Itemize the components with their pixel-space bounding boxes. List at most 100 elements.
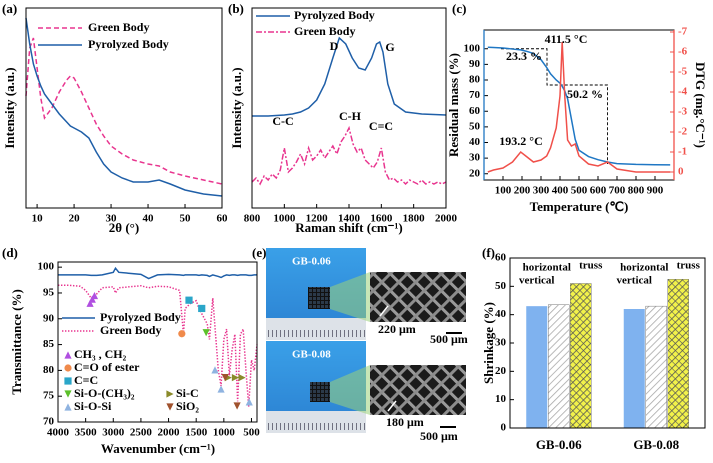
scale-label: 500 μm: [430, 332, 468, 346]
y-tick-label: 80: [469, 74, 481, 86]
annotation: D: [330, 39, 339, 53]
legend-label: Green Body: [100, 323, 161, 337]
marker-legend-label: Si-O-(CH₃)₂: [74, 386, 135, 400]
bar: [623, 309, 645, 428]
marker: [90, 291, 99, 300]
series-label: truss: [677, 260, 701, 272]
x-tick-label: 1800: [403, 213, 426, 225]
marker: [211, 366, 219, 374]
annotation: 411.5 °C: [545, 32, 588, 46]
y-tick-label: 0: [501, 422, 507, 434]
y-tick-label: 50: [469, 120, 481, 132]
bar: [526, 306, 548, 428]
panel-label: (a): [2, 1, 17, 16]
strut-arrow: [379, 305, 389, 317]
sample-cube: [308, 287, 330, 309]
x-tick-label: 1000: [213, 427, 236, 439]
sample-photo: GB-0.06 220 μm 500 μm: [266, 248, 468, 346]
x-tick-label: 800: [244, 213, 261, 225]
annotation: 193.2 °C: [499, 134, 542, 148]
caption-bg: [370, 322, 466, 340]
y2-axis-label: DTG (mg.°C⁻¹): [693, 62, 708, 148]
marker: [185, 296, 193, 304]
x-tick-label: 2500: [130, 427, 153, 439]
sample-photo: GB-0.08 180 μm 500 μm: [266, 341, 466, 443]
x-tick-label: 900: [647, 185, 664, 197]
marker: [198, 304, 206, 313]
legend-label: Green Body: [88, 20, 149, 34]
series-label: truss: [579, 260, 603, 272]
annotation: 23.3 %: [506, 49, 542, 63]
panel-label: (c): [452, 1, 466, 16]
marker-legend-label: Si-C: [176, 386, 199, 400]
bar: [645, 305, 667, 429]
panel-label: (b): [228, 1, 244, 16]
x-tick-label: 40: [143, 213, 155, 225]
x-tick-label: 2000: [158, 427, 181, 439]
marker: [64, 377, 72, 385]
x-tick-label: 30: [106, 213, 118, 225]
series-line: [487, 41, 671, 173]
y-axis-label: Residual mass (%): [446, 53, 461, 157]
zoom-wedge: [330, 272, 370, 322]
plot-frame: [509, 257, 706, 429]
x-tick-label: GB-0.08: [633, 437, 679, 452]
x-axis-label: Wavenumber (cm⁻¹): [101, 441, 215, 456]
y2-tick-label: -2: [678, 126, 688, 138]
x-tick-label: 200: [514, 185, 531, 197]
x-tick-label: 4000: [47, 427, 70, 439]
guide-lines: [501, 48, 608, 164]
y2-tick-label: -6: [678, 46, 688, 58]
bar: [548, 304, 570, 429]
annotation: C-H: [339, 109, 362, 123]
y-axis-label: Shrinkage (%): [481, 302, 496, 384]
marker: [245, 398, 253, 406]
marker: [86, 299, 94, 307]
y2-tick-label: -1: [678, 146, 687, 158]
series-label: vertical: [617, 275, 652, 287]
y-tick-label: 100: [38, 261, 55, 273]
annotation: G: [385, 40, 394, 54]
y-tick-label: 30: [469, 152, 481, 164]
marker-legend-label: CH₃ , CH₂: [74, 347, 127, 361]
x-tick-label: 600: [590, 185, 607, 197]
series-label: horizontal: [523, 262, 571, 274]
marker: [238, 374, 246, 382]
series-label: horizontal: [620, 262, 668, 274]
strut-size: 180 μm: [386, 415, 424, 429]
sample-name: GB-0.06: [292, 256, 331, 268]
ruler: [266, 318, 366, 340]
scale-label: 500 μm: [420, 429, 458, 443]
sample-name: GB-0.08: [292, 349, 331, 361]
series-label: vertical: [519, 275, 554, 287]
x-tick-label: 20: [69, 213, 81, 225]
y2-tick-label: -7: [678, 26, 688, 38]
photo-panel: (e) GB-0.06 220 μm 500 μm GB-0.08 180 μm: [252, 245, 468, 443]
marker: [64, 403, 72, 411]
x-tick-label: 300: [533, 185, 550, 197]
legend-label: Green Body: [294, 24, 355, 38]
x-tick-label: 500: [571, 185, 588, 197]
y-tick-label: 85: [43, 338, 55, 350]
marker: [64, 364, 72, 372]
marker: [166, 390, 174, 398]
marker: [233, 402, 241, 410]
legend-label: Pyrolyzed Body: [88, 37, 169, 51]
series-line: [252, 36, 447, 117]
series-line: [25, 37, 223, 185]
y-tick-label: 100: [464, 42, 481, 54]
y-tick-label: 60: [495, 252, 507, 264]
y-tick-label: 90: [43, 312, 55, 324]
series-line: [251, 125, 447, 186]
x-tick-label: 1200: [306, 213, 329, 225]
y-tick-label: 95: [43, 286, 55, 298]
y-axis-label: Transmittance (%): [9, 289, 24, 395]
x-tick-label: 1000: [273, 213, 296, 225]
x-tick-label: 800: [628, 185, 645, 197]
y-tick-label: 30: [495, 337, 507, 349]
series-line: [58, 266, 257, 280]
marker: [88, 295, 96, 303]
annotation: 50.2 %: [567, 87, 603, 101]
marker: [217, 385, 225, 393]
